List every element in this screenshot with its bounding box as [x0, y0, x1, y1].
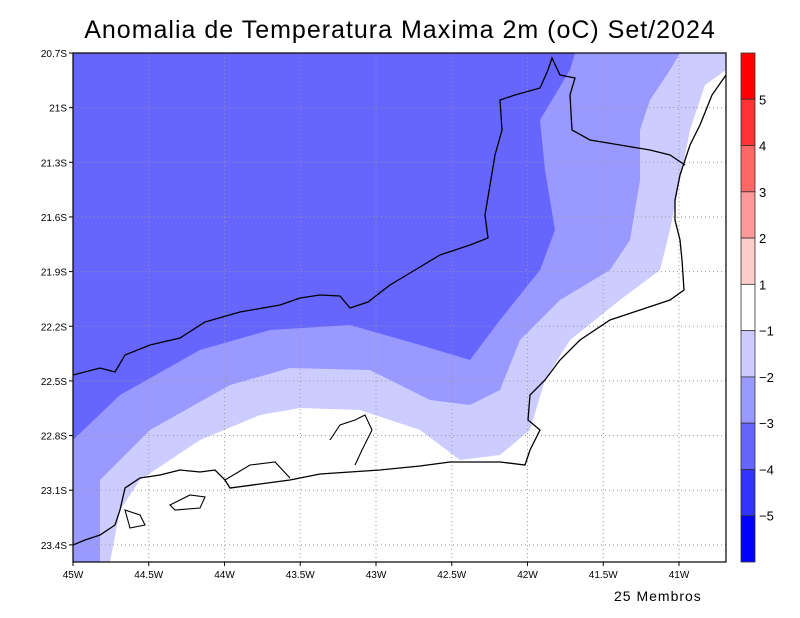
x-tick-label: 45W: [63, 570, 84, 581]
colorbar-swatch: [740, 283, 756, 332]
colorbar: 5 4 3 2 1 −1 −2 −3 −4 −5: [740, 52, 774, 563]
x-tick-label: 42W: [517, 570, 538, 581]
x-tick-label: 42.5W: [437, 570, 466, 581]
coastline-islands: [124, 494, 206, 529]
y-tick-label: 23.1S: [41, 486, 67, 497]
chart-title: Anomalia de Temperatura Maxima 2m (oC) S…: [84, 16, 716, 44]
colorbar-label: 1: [759, 277, 766, 292]
colorbar-label: −4: [759, 462, 774, 477]
colorbar-label: 2: [759, 231, 766, 246]
colorbar-swatch: [740, 52, 756, 100]
coastline: [73, 74, 726, 546]
x-tick-label: 41W: [669, 570, 690, 581]
y-tick-label: 21.6S: [41, 213, 67, 224]
colorbar-label: −5: [759, 509, 774, 524]
colorbar-swatch: [740, 330, 756, 378]
y-tick-label: 22.2S: [41, 322, 67, 333]
colorbar-swatch: [740, 98, 756, 146]
colorbar-label: 4: [759, 139, 766, 154]
y-tick-label: 22.5S: [41, 377, 67, 388]
y-tick-label: 21S: [49, 104, 67, 115]
colorbar-label: 3: [759, 185, 766, 200]
y-tick-label: 22.8S: [41, 432, 67, 443]
state-border: [73, 56, 686, 376]
x-tick-label: 43W: [366, 570, 387, 581]
colorbar-swatch: [740, 145, 756, 193]
x-tick-label: 44W: [214, 570, 235, 581]
colorbar-swatch: [740, 422, 756, 470]
y-tick-label: 23.4S: [41, 541, 67, 552]
plot-frame: [72, 52, 727, 563]
coastline-bay: [224, 414, 373, 481]
colorbar-swatch: [740, 469, 756, 517]
colorbar-label: −2: [759, 370, 774, 385]
colorbar-swatch: [740, 515, 756, 563]
x-tick-label: 44.5W: [134, 570, 163, 581]
y-tick-label: 21.3S: [41, 158, 67, 169]
y-tick-label: 21.9S: [41, 268, 67, 279]
anomaly-band-minus1: [110, 70, 726, 562]
colorbar-label: −3: [759, 416, 774, 431]
y-tick-label: 20.7S: [41, 49, 67, 60]
members-note: 25 Membros: [614, 588, 702, 604]
colorbar-label: 5: [759, 92, 766, 107]
x-tick-label: 43.5W: [286, 570, 315, 581]
colorbar-label: −1: [759, 324, 774, 339]
colorbar-swatch: [740, 191, 756, 239]
x-tick-label: 41.5W: [589, 570, 618, 581]
colorbar-swatch: [740, 376, 756, 424]
colorbar-swatch: [740, 237, 756, 285]
